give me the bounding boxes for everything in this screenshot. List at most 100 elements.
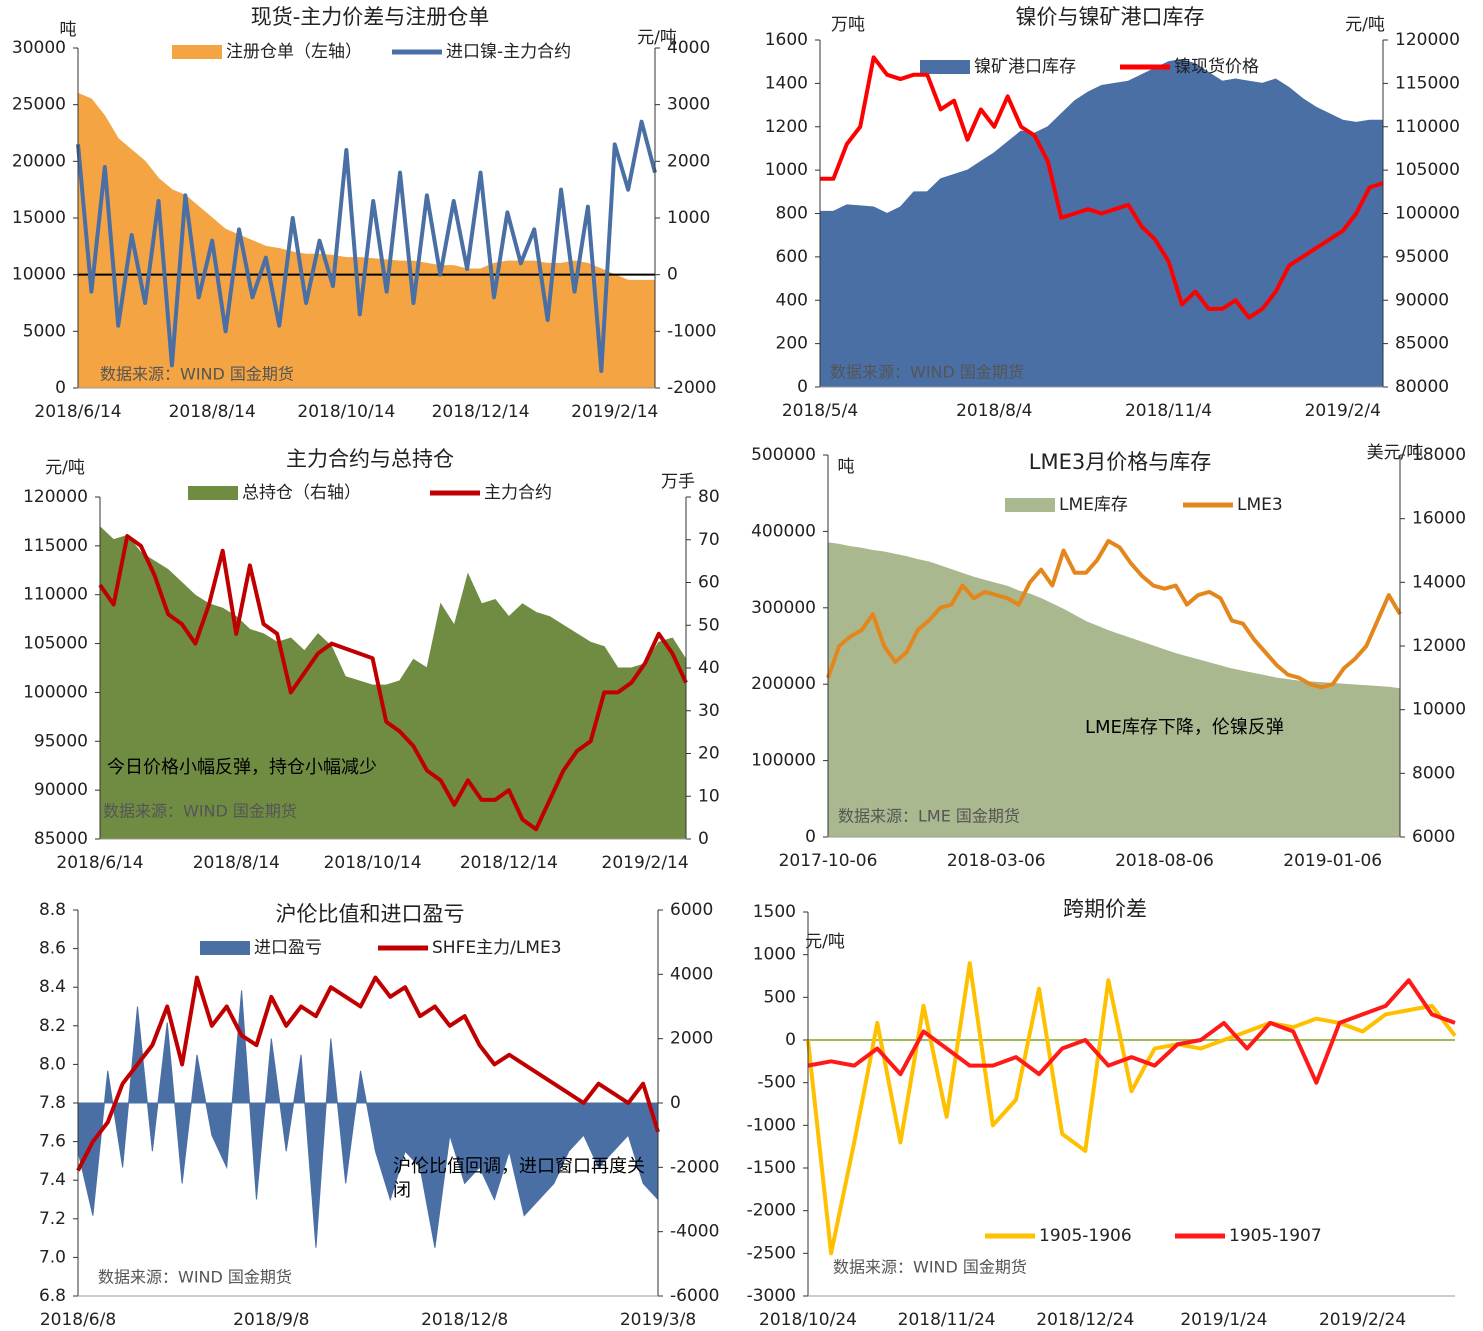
x-tick-label: 2018-03-06 (947, 851, 1046, 871)
y-tick-label: -1500 (747, 1158, 796, 1178)
x-tick-label: 2019/2/24 (1319, 1310, 1406, 1330)
y2-tick-label: -2000 (670, 1157, 719, 1177)
x-tick-label: 2019/1/24 (1180, 1310, 1267, 1330)
x-tick-label: 2018/12/8 (421, 1310, 508, 1330)
y-tick-label: 30000 (12, 38, 66, 58)
y2-tick-label: 80 (698, 487, 720, 507)
source-note: 数据来源：WIND 国金期货 (98, 1268, 292, 1287)
line (826, 538, 1402, 690)
y-tick-label: 500000 (751, 445, 816, 465)
y-tick-label: 8.8 (39, 900, 66, 920)
y2-tick-label: 10000 (1412, 700, 1466, 720)
y-tick-label: -1000 (747, 1115, 796, 1135)
y2-tick-label: 10 (698, 786, 720, 806)
y2-tick-label: 50 (698, 615, 720, 635)
chart-title: 镍价与镍矿港口库存 (1016, 5, 1205, 29)
chart-title: 跨期价差 (1063, 897, 1147, 921)
y2-tick-label: 60 (698, 573, 720, 593)
legend-label: 主力合约 (484, 483, 552, 503)
y2-tick-label: 0 (698, 829, 709, 849)
y-tick-label: 1500 (753, 902, 796, 922)
y2-tick-label: 6000 (1412, 827, 1455, 847)
y2-tick-label: 40 (698, 658, 720, 678)
y2-axis-label: 美元/吨 (1367, 443, 1424, 463)
y2-tick-label: 20 (698, 744, 720, 764)
y-axis-label: 元/吨 (805, 932, 845, 952)
y-tick-label: 1600 (765, 30, 808, 50)
y-tick-label: -3000 (747, 1286, 796, 1306)
y-axis-label: 万吨 (831, 15, 865, 35)
x-tick-label: 2018/9/8 (233, 1310, 309, 1330)
source-note: 数据来源：WIND 国金期货 (103, 802, 297, 821)
chart-title: 沪伦比值和进口盈亏 (276, 902, 465, 926)
y-tick-label: 7.2 (39, 1209, 66, 1229)
legend-label: 镍现货价格 (1174, 57, 1259, 77)
y-tick-label: 85000 (34, 829, 88, 849)
y2-axis-label: 万手 (661, 472, 695, 492)
y-axis-label: 吨 (60, 20, 77, 40)
y-tick-label: 1400 (765, 73, 808, 93)
x-tick-label: 2018/12/14 (460, 853, 558, 873)
x-tick-label: 2018/8/4 (956, 401, 1032, 421)
x-tick-label: 2018/10/24 (759, 1310, 857, 1330)
y2-tick-label: 2000 (667, 151, 710, 171)
annotation: 沪伦比值回调，进口窗口再度关闭 (393, 1156, 645, 1201)
y-axis-label: 吨 (838, 457, 855, 477)
line (76, 119, 657, 373)
y2-tick-label: 105000 (1395, 160, 1460, 180)
line (807, 978, 1456, 1085)
y-tick-label: 1000 (765, 160, 808, 180)
y2-tick-label: 95000 (1395, 247, 1449, 267)
line (76, 975, 660, 1172)
y-tick-label: 300000 (751, 598, 816, 618)
source-note: 数据来源：LME 国金期货 (838, 807, 1020, 826)
y-tick-label: 0 (785, 1030, 796, 1050)
y-tick-label: 20000 (12, 151, 66, 171)
y2-tick-label: 12000 (1412, 636, 1466, 656)
legend-label: 进口盈亏 (254, 938, 322, 958)
legend-label: 进口镍-主力合约 (446, 42, 571, 62)
y-axis-label: 元/吨 (45, 458, 85, 478)
legend-swatch (188, 486, 238, 500)
line (820, 55, 1384, 320)
y-tick-label: 8.2 (39, 1016, 66, 1036)
y2-tick-label: -4000 (670, 1222, 719, 1242)
y-tick-label: 500 (764, 987, 796, 1007)
x-tick-label: 2019/3/8 (620, 1310, 696, 1330)
y-tick-label: 800 (776, 204, 808, 224)
y2-axis-label: 元/吨 (637, 28, 677, 48)
x-tick-label: 2018/12/14 (432, 402, 530, 422)
area (827, 542, 1401, 838)
y-tick-label: 7.8 (39, 1093, 66, 1113)
source-note: 数据来源：WIND 国金期货 (830, 363, 1024, 382)
legend-swatch (172, 45, 222, 59)
source-note: 数据来源：WIND 国金期货 (833, 1258, 1027, 1277)
legend-swatch (1005, 498, 1055, 512)
x-tick-label: 2018/8/14 (169, 402, 256, 422)
y2-tick-label: -6000 (670, 1286, 719, 1306)
y-tick-label: 6.8 (39, 1286, 66, 1306)
legend-label: SHFE主力/LME3 (432, 938, 562, 958)
legend-label: LME3 (1237, 495, 1283, 515)
y-tick-label: 8.6 (39, 939, 66, 959)
x-tick-label: 2018/6/14 (56, 853, 143, 873)
y2-tick-label: 85000 (1395, 334, 1449, 354)
y2-tick-label: 110000 (1395, 117, 1460, 137)
x-tick-label: 2018/5/4 (782, 401, 858, 421)
y2-tick-label: 80000 (1395, 377, 1449, 397)
area (77, 990, 659, 1248)
y-tick-label: 600 (776, 247, 808, 267)
x-tick-label: 2019/2/4 (1305, 401, 1381, 421)
y2-tick-label: 100000 (1395, 204, 1460, 224)
y2-tick-label: 16000 (1412, 509, 1466, 529)
y-tick-label: 105000 (23, 634, 88, 654)
y2-tick-label: 6000 (670, 900, 713, 920)
y2-tick-label: 18000 (1412, 445, 1466, 465)
annotation: LME库存下降，伦镍反弹 (1085, 717, 1284, 738)
y2-tick-label: 120000 (1395, 30, 1460, 50)
y-tick-label: 200000 (751, 674, 816, 694)
y2-tick-label: 90000 (1395, 290, 1449, 310)
y-tick-label: 5000 (23, 321, 66, 341)
y-tick-label: 15000 (12, 208, 66, 228)
y-tick-label: 115000 (23, 536, 88, 556)
